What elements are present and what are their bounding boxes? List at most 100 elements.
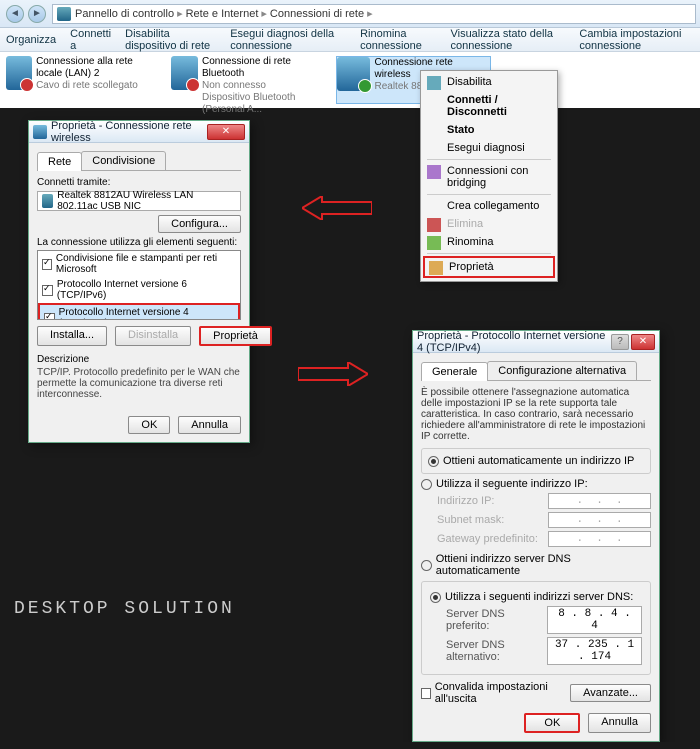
ctx-sep <box>427 194 551 195</box>
conn-lan[interactable]: Connessione alla rete locale (LAN) 2Cavo… <box>6 56 161 104</box>
ctx-collegamento[interactable]: Crea collegamento <box>423 197 555 215</box>
cmd-impostazioni[interactable]: Cambia impostazioni connessione <box>579 28 694 52</box>
conn-lan-sub: Cavo di rete scollegato <box>36 80 161 92</box>
radio-manual-ip[interactable] <box>421 479 432 490</box>
dlg1-desc-text: TCP/IP. Protocollo predefinito per le WA… <box>37 367 241 400</box>
dlg-wireless-properties: Proprietà - Connessione rete wireless ✕ … <box>28 120 250 443</box>
dlg1-disinstalla-button: Disinstalla <box>115 326 191 346</box>
ctx-connetti[interactable]: Connetti / Disconnetti <box>423 91 555 121</box>
checkbox[interactable] <box>42 285 53 296</box>
validate-checkbox[interactable] <box>421 688 431 699</box>
wireless-icon <box>337 57 370 91</box>
cmd-rinomina[interactable]: Rinomina connessione <box>360 28 436 52</box>
dlg1-tab-condivisione[interactable]: Condivisione <box>81 151 166 170</box>
adapter-icon <box>42 194 53 208</box>
dlg2-avanzate-button[interactable]: Avanzate... <box>570 684 651 702</box>
command-bar: Organizza Connetti a Disabilita disposit… <box>0 28 700 52</box>
crumb-1[interactable]: Pannello di controllo <box>75 8 174 20</box>
ip-field: . . . <box>548 493 651 509</box>
cmd-organizza[interactable]: Organizza <box>6 34 56 46</box>
dlg2-manip-label: Utilizza il seguente indirizzo IP: <box>436 478 588 490</box>
dlg2-tab-generale[interactable]: Generale <box>421 362 488 381</box>
list-item[interactable]: Condivisione file e stampanti per reti M… <box>38 251 240 277</box>
dlg2-tabs: Generale Configurazione alternativa <box>421 361 651 381</box>
disable-icon <box>427 76 441 90</box>
radio-manual-dns[interactable] <box>430 592 441 603</box>
dlg1-proprieta-button[interactable]: Proprietà <box>199 326 272 346</box>
dlg2-close-button[interactable]: ✕ <box>631 334 655 350</box>
dlg2-help-button[interactable]: ? <box>611 334 629 350</box>
ctx-sep <box>427 159 551 160</box>
cmd-disabilita[interactable]: Disabilita dispositivo di rete <box>125 28 216 52</box>
ctx-diagnosi[interactable]: Esegui diagnosi <box>423 139 555 157</box>
dlg1-tabs: Rete Condivisione <box>37 151 241 171</box>
dns1-field[interactable]: 8 . 8 . 4 . 4 <box>547 606 642 634</box>
address-bar[interactable]: Pannello di controllo▸ Rete e Internet▸ … <box>52 4 696 24</box>
delete-icon <box>427 218 441 232</box>
dlg2-title: Proprietà - Protocollo Internet versione… <box>417 330 611 354</box>
ctx-highlight: Proprietà <box>423 256 555 278</box>
dlg2-autoip-label: Ottieni automaticamente un indirizzo IP <box>443 455 634 467</box>
dlg1-tab-rete[interactable]: Rete <box>37 152 82 171</box>
connections-list: Connessione alla rete locale (LAN) 2Cavo… <box>0 52 700 108</box>
dlg2-ok-button[interactable]: OK <box>524 713 580 733</box>
lan-icon <box>6 56 32 90</box>
dlg1-close-button[interactable]: ✕ <box>207 124 245 140</box>
crumb-3[interactable]: Connessioni di rete <box>270 8 364 20</box>
crumb-2[interactable]: Rete e Internet <box>186 8 259 20</box>
dlg2-cancel-button[interactable]: Annulla <box>588 713 651 733</box>
dns2-label: Server DNS alternativo: <box>446 639 547 663</box>
list-item-tcpip4[interactable]: Protocollo Internet versione 4 (TCP/IPv4… <box>38 303 240 320</box>
dlg1-adapter-field: Realtek 8812AU Wireless LAN 802.11ac USB… <box>37 191 241 211</box>
mask-field: . . . <box>548 512 651 528</box>
dlg1-titlebar[interactable]: Proprietà - Connessione rete wireless ✕ <box>29 121 249 143</box>
cmd-stato[interactable]: Visualizza stato della connessione <box>450 28 565 52</box>
dlg1-cancel-button[interactable]: Annulla <box>178 416 241 434</box>
conn-bt-sub1: Non connesso <box>202 80 326 92</box>
cmd-connetti[interactable]: Connetti a <box>70 28 111 52</box>
watermark: DESKTOP SOLUTION <box>14 599 235 619</box>
dlg2-intro-text: È possibile ottenere l'assegnazione auto… <box>421 387 651 442</box>
radio-auto-ip[interactable] <box>428 456 439 467</box>
ctx-proprieta[interactable]: Proprietà <box>425 258 553 276</box>
radio-auto-dns[interactable] <box>421 560 432 571</box>
mask-label: Subnet mask: <box>437 514 548 526</box>
dlg1-ok-button[interactable]: OK <box>128 416 170 434</box>
ctx-stato[interactable]: Stato <box>423 121 555 139</box>
ctx-rinomina[interactable]: Rinomina <box>423 233 555 251</box>
cmd-diagnosi[interactable]: Esegui diagnosi della connessione <box>230 28 346 52</box>
dlg-tcpip-properties: Proprietà - Protocollo Internet versione… <box>412 330 660 742</box>
explorer-topbar: ◄ ► Pannello di controllo▸ Rete e Intern… <box>0 0 700 28</box>
prop-icon <box>429 261 443 275</box>
dlg1-adapter-name: Realtek 8812AU Wireless LAN 802.11ac USB… <box>57 190 236 212</box>
dlg1-configura-button[interactable]: Configura... <box>158 215 241 233</box>
arrow-left <box>302 196 372 220</box>
ctx-bridging[interactable]: Connessioni con bridging <box>423 162 555 192</box>
checkbox[interactable] <box>42 259 52 270</box>
back-button[interactable]: ◄ <box>6 5 24 23</box>
dlg2-titlebar[interactable]: Proprietà - Protocollo Internet versione… <box>413 331 659 353</box>
conn-bt-sub2: Dispositivo Bluetooth (Personal A... <box>202 92 326 116</box>
dlg1-icon <box>33 125 47 139</box>
dlg2-autoip-group: Ottieni automaticamente un indirizzo IP <box>421 448 651 474</box>
list-item[interactable]: Protocollo Internet versione 6 (TCP/IPv6… <box>38 277 240 303</box>
ctx-disabilita[interactable]: Disabilita <box>423 73 555 91</box>
conn-lan-name: Connessione alla rete locale (LAN) 2 <box>36 56 161 80</box>
dlg1-usa-label: La connessione utilizza gli elementi seg… <box>37 237 241 248</box>
forward-button[interactable]: ► <box>28 5 46 23</box>
conn-bluetooth[interactable]: Connessione di rete BluetoothNon conness… <box>171 56 326 104</box>
dlg1-installa-button[interactable]: Installa... <box>37 326 107 346</box>
dlg2-validate-label: Convalida impostazioni all'uscita <box>435 681 570 705</box>
dlg2-mandns-label: Utilizza i seguenti indirizzi server DNS… <box>445 591 633 603</box>
checkbox[interactable] <box>44 313 55 321</box>
ctx-elimina: Elimina <box>423 215 555 233</box>
gw-label: Gateway predefinito: <box>437 533 548 545</box>
rename-icon <box>427 236 441 250</box>
arrow-right <box>298 362 368 386</box>
dlg2-autodns-label: Ottieni indirizzo server DNS automaticam… <box>436 553 651 577</box>
dns2-field[interactable]: 37 . 235 . 1 . 174 <box>547 637 642 665</box>
dlg1-title: Proprietà - Connessione rete wireless <box>51 120 207 144</box>
dlg1-items-list[interactable]: Condivisione file e stampanti per reti M… <box>37 250 241 320</box>
bt-icon <box>171 56 198 90</box>
dlg2-tab-altconfig[interactable]: Configurazione alternativa <box>487 361 637 380</box>
